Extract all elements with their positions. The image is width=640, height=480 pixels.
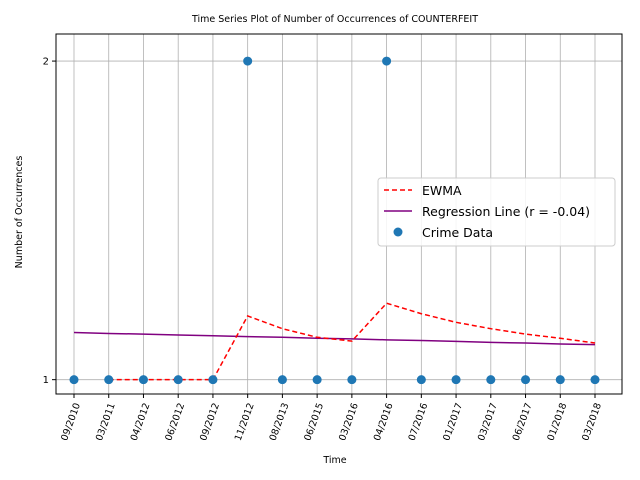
crime-data-point (277, 375, 287, 385)
crime-data-point (69, 375, 79, 385)
x-axis-label: Time (322, 455, 346, 466)
legend-crime-data-marker (393, 227, 403, 237)
plot-frame (55, 33, 623, 395)
y-tick-label: 1 (43, 375, 49, 386)
crime-data-point (486, 375, 496, 385)
crime-data-point (138, 375, 148, 385)
legend-regression-label: Regression Line (r = -0.04) (422, 204, 590, 219)
crime-data-point (382, 56, 392, 66)
crime-data-point (208, 375, 218, 385)
legend-ewma-label: EWMA (422, 183, 462, 198)
crime-data-point (521, 375, 531, 385)
legend: EWMA Regression Line (r = -0.04) Crime D… (377, 177, 616, 247)
crime-data-point (173, 375, 183, 385)
chart-title: Time Series Plot of Number of Occurrence… (191, 14, 478, 25)
crime-data-point (451, 375, 461, 385)
crime-data-point (590, 375, 600, 385)
legend-crime-data-label: Crime Data (422, 225, 493, 240)
ewma-line (108, 302, 596, 381)
legend-box (377, 177, 616, 247)
y-tick-label: 2 (43, 57, 49, 68)
crime-data-point (243, 56, 253, 66)
crime-data-point (347, 375, 357, 385)
crime-data-point (104, 375, 114, 385)
crime-data-point (312, 375, 322, 385)
crime-data-point (416, 375, 426, 385)
series-layer (69, 56, 600, 385)
crime-data-point (555, 375, 565, 385)
y-axis-label: Number of Occurrences (14, 156, 25, 269)
